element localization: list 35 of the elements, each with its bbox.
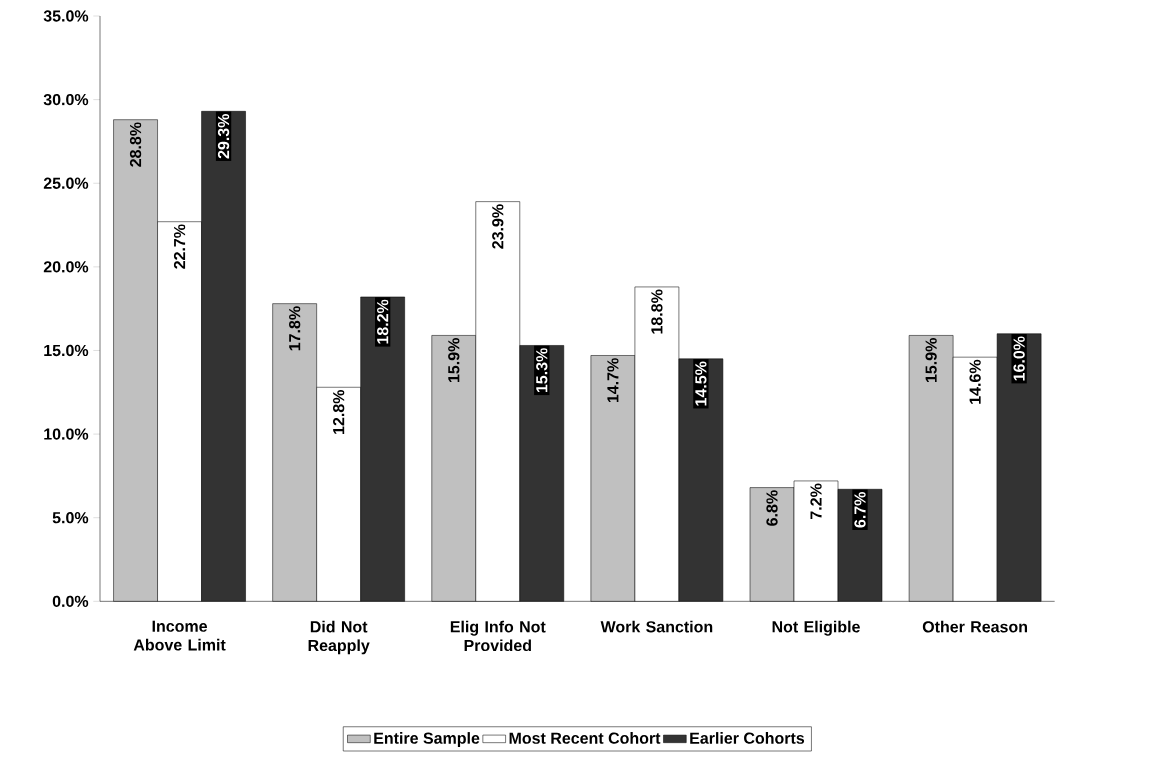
data-label: 18.2%: [377, 299, 389, 344]
data-label: 6.8%: [766, 490, 778, 526]
y-tick-label: 20.0%: [43, 261, 89, 273]
data-label: 15.3%: [536, 348, 548, 392]
data-label: 28.8%: [129, 122, 142, 167]
data-label: 15.9%: [925, 337, 937, 382]
data-label: 12.8%: [333, 389, 345, 434]
data-label: 29.3%: [217, 113, 230, 159]
data-label: 17.8%: [289, 306, 301, 351]
data-label: 23.9%: [492, 204, 504, 249]
legend-label: Entire Sample: [374, 731, 480, 747]
x-tick-label: Not Eligible: [772, 620, 860, 636]
x-tick-label: Elig Info Not Provided: [450, 620, 546, 651]
x-tick-label: Did Not Reapply: [308, 620, 370, 655]
data-label: 7.2%: [810, 483, 822, 519]
data-label: 15.9%: [448, 337, 460, 382]
y-tick-label: 0.0%: [52, 595, 89, 607]
data-label: 18.8%: [651, 289, 663, 334]
data-label: 22.7%: [173, 224, 186, 269]
y-tick-label: 25.0%: [43, 177, 89, 189]
y-tick-label: 30.0%: [43, 93, 89, 106]
y-tick-label: 15.0%: [44, 344, 89, 356]
y-tick-label: 35.0%: [43, 10, 89, 22]
legend-label: Earlier Cohorts: [690, 731, 805, 744]
x-tick-label: Other Reason: [922, 620, 1028, 633]
legend-label: Most Recent Cohort: [509, 731, 661, 744]
data-label: 6.7%: [854, 491, 866, 528]
x-tick-label: Income Above Limit: [133, 620, 226, 651]
y-tick-label: 5.0%: [52, 511, 89, 524]
y-tick-label: 10.0%: [44, 428, 89, 440]
data-label: 14.6%: [969, 359, 981, 404]
data-label: 14.5%: [695, 361, 707, 406]
data-label: 14.7%: [607, 358, 619, 402]
data-label: 16.0%: [1013, 336, 1025, 381]
x-tick-label: Work Sanction: [600, 620, 713, 633]
